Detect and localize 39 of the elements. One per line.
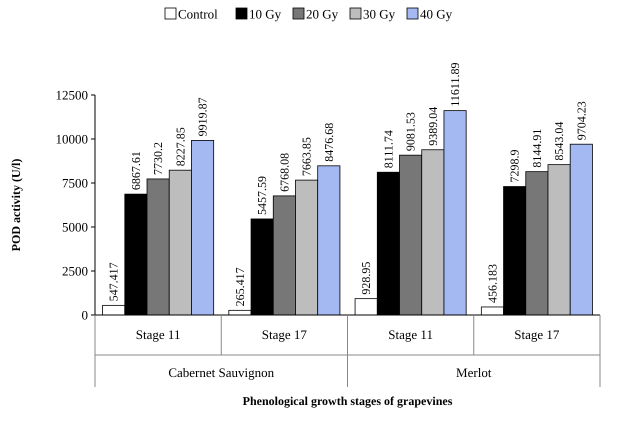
y-tick-label: 5000	[62, 220, 88, 235]
data-label: 7298.9	[508, 150, 522, 183]
data-label: 6867.61	[128, 151, 143, 190]
data-label: 265.417	[232, 267, 247, 306]
legend-label: 20 Gy	[306, 6, 339, 22]
data-label: 7663.85	[300, 137, 314, 176]
data-label: 8476.68	[322, 122, 336, 162]
data-label: 6768.08	[277, 152, 292, 192]
data-label: 928.95	[359, 262, 374, 295]
data-label: 5457.59	[255, 176, 270, 215]
x-tick-label: Stage 11	[136, 327, 180, 342]
text: Cabernet Sauvignon	[168, 365, 275, 380]
legend-label: 40 Gy	[420, 6, 453, 22]
data-label: 9919.87	[196, 97, 210, 136]
y-tick-label: 7500	[62, 176, 88, 191]
y-tick-label: 0	[82, 308, 88, 323]
legend-label: 10 Gy	[249, 6, 282, 22]
data-label: 7730.2	[151, 142, 166, 175]
data-label: 8543.04	[552, 122, 566, 161]
data-label: 9389.04	[426, 106, 440, 146]
data-label: 9081.53	[404, 112, 418, 152]
x-tick-label: Stage 17	[514, 327, 560, 342]
legend-label: 30 Gy	[363, 6, 396, 22]
data-label: 8111.74	[381, 130, 396, 168]
legend-label: Control	[178, 6, 218, 22]
y-tick-label: 12500	[56, 88, 88, 103]
data-label: 547.417	[106, 262, 121, 302]
data-label: 8227.85	[173, 127, 188, 166]
x-tick-label: Stage 11	[388, 327, 433, 342]
data-label: 8144.91	[530, 128, 544, 168]
y-tick-label: 2500	[62, 264, 88, 279]
x-axis-title: Phenological growth stages of grapevines	[242, 394, 453, 408]
data-label: 456.183	[485, 264, 500, 303]
text: Merlot	[456, 365, 492, 380]
y-tick-label: 10000	[56, 132, 88, 147]
data-label: 9704.23	[574, 101, 588, 140]
data-label: 11611.89	[448, 62, 462, 107]
y-axis-title: POD activity (U/l)	[9, 158, 23, 252]
x-tick-label: Stage 17	[262, 327, 308, 342]
